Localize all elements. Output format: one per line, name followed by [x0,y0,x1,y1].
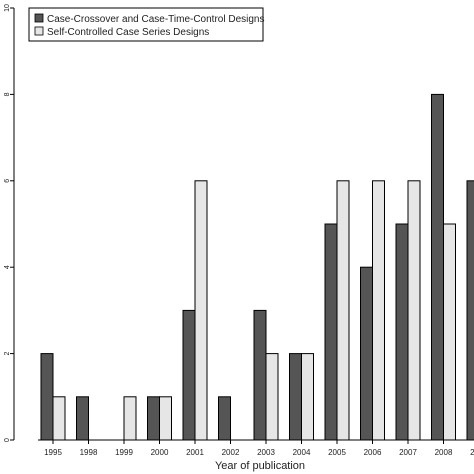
bar-2007-series-1 [395,223,409,441]
legend-swatch-sccs [34,26,44,36]
x-axis-title: Year of publication [215,460,305,472]
legend-label-case-crossover: Case-Crossover and Case-Time-Control Des… [47,14,264,25]
legend-label-sccs: Self-Controlled Case Series Designs [47,27,209,38]
y-tick-label: 8 [4,92,11,96]
y-tick-label: 10 [4,4,11,12]
x-tick-label: 2009 [470,448,474,457]
bar-2008-series-2 [443,223,456,441]
y-axis: 0 2 4 6 8 10 [4,4,15,442]
y-tick-label: 0 [4,438,11,442]
x-axis: 1995 1998 1999 2000 2001 2002 2003 2004 2005 2006… [38,439,474,457]
bar-2001-series-1 [182,309,196,441]
bar-1998-series-1 [76,396,89,441]
bar-2000-series-1 [147,396,160,441]
legend: Case-Crossover and Case-Time-Control Des… [28,7,264,42]
bar-2009-series-1 [466,180,474,441]
bar-2002-series-1 [218,396,231,441]
x-tick-label: 2000 [151,448,169,457]
bar-1999-series-2 [123,396,137,441]
x-tick-label: 2008 [435,448,453,457]
bar-2006-series-1 [360,266,373,441]
x-tick-label: 2006 [364,448,382,457]
x-tick-label: 1995 [44,448,62,457]
x-tick-label: 2007 [399,448,417,457]
x-tick-label: 2004 [293,448,311,457]
bar-2008-series-1 [431,93,444,441]
x-tick-label: 2003 [257,448,275,457]
bar-1995-series-2 [52,396,66,441]
bar-2000-series-2 [159,396,172,441]
bar-2001-series-2 [194,180,208,441]
x-tick-label: 2001 [186,448,204,457]
x-tick-label: 1998 [80,448,98,457]
x-tick-label: 2002 [222,448,240,457]
bar-2005-series-1 [324,223,338,441]
bar-2003-series-2 [265,353,279,441]
bar-2004-series-2 [301,353,314,441]
y-tick-label: 6 [4,179,11,183]
y-tick-label: 4 [4,265,11,269]
y-tick-label: 2 [4,352,11,356]
bar-1995-series-1 [40,353,54,441]
bars [40,93,474,441]
bar-2007-series-2 [407,180,421,441]
x-tick-label: 1999 [115,448,133,457]
x-tick-label: 2005 [328,448,346,457]
legend-box [28,7,264,42]
legend-swatch-case-crossover [34,13,44,23]
bar-2006-series-2 [372,180,385,441]
bar-2004-series-1 [289,353,302,441]
bar-2003-series-1 [253,309,267,441]
bar-2005-series-2 [336,180,350,441]
